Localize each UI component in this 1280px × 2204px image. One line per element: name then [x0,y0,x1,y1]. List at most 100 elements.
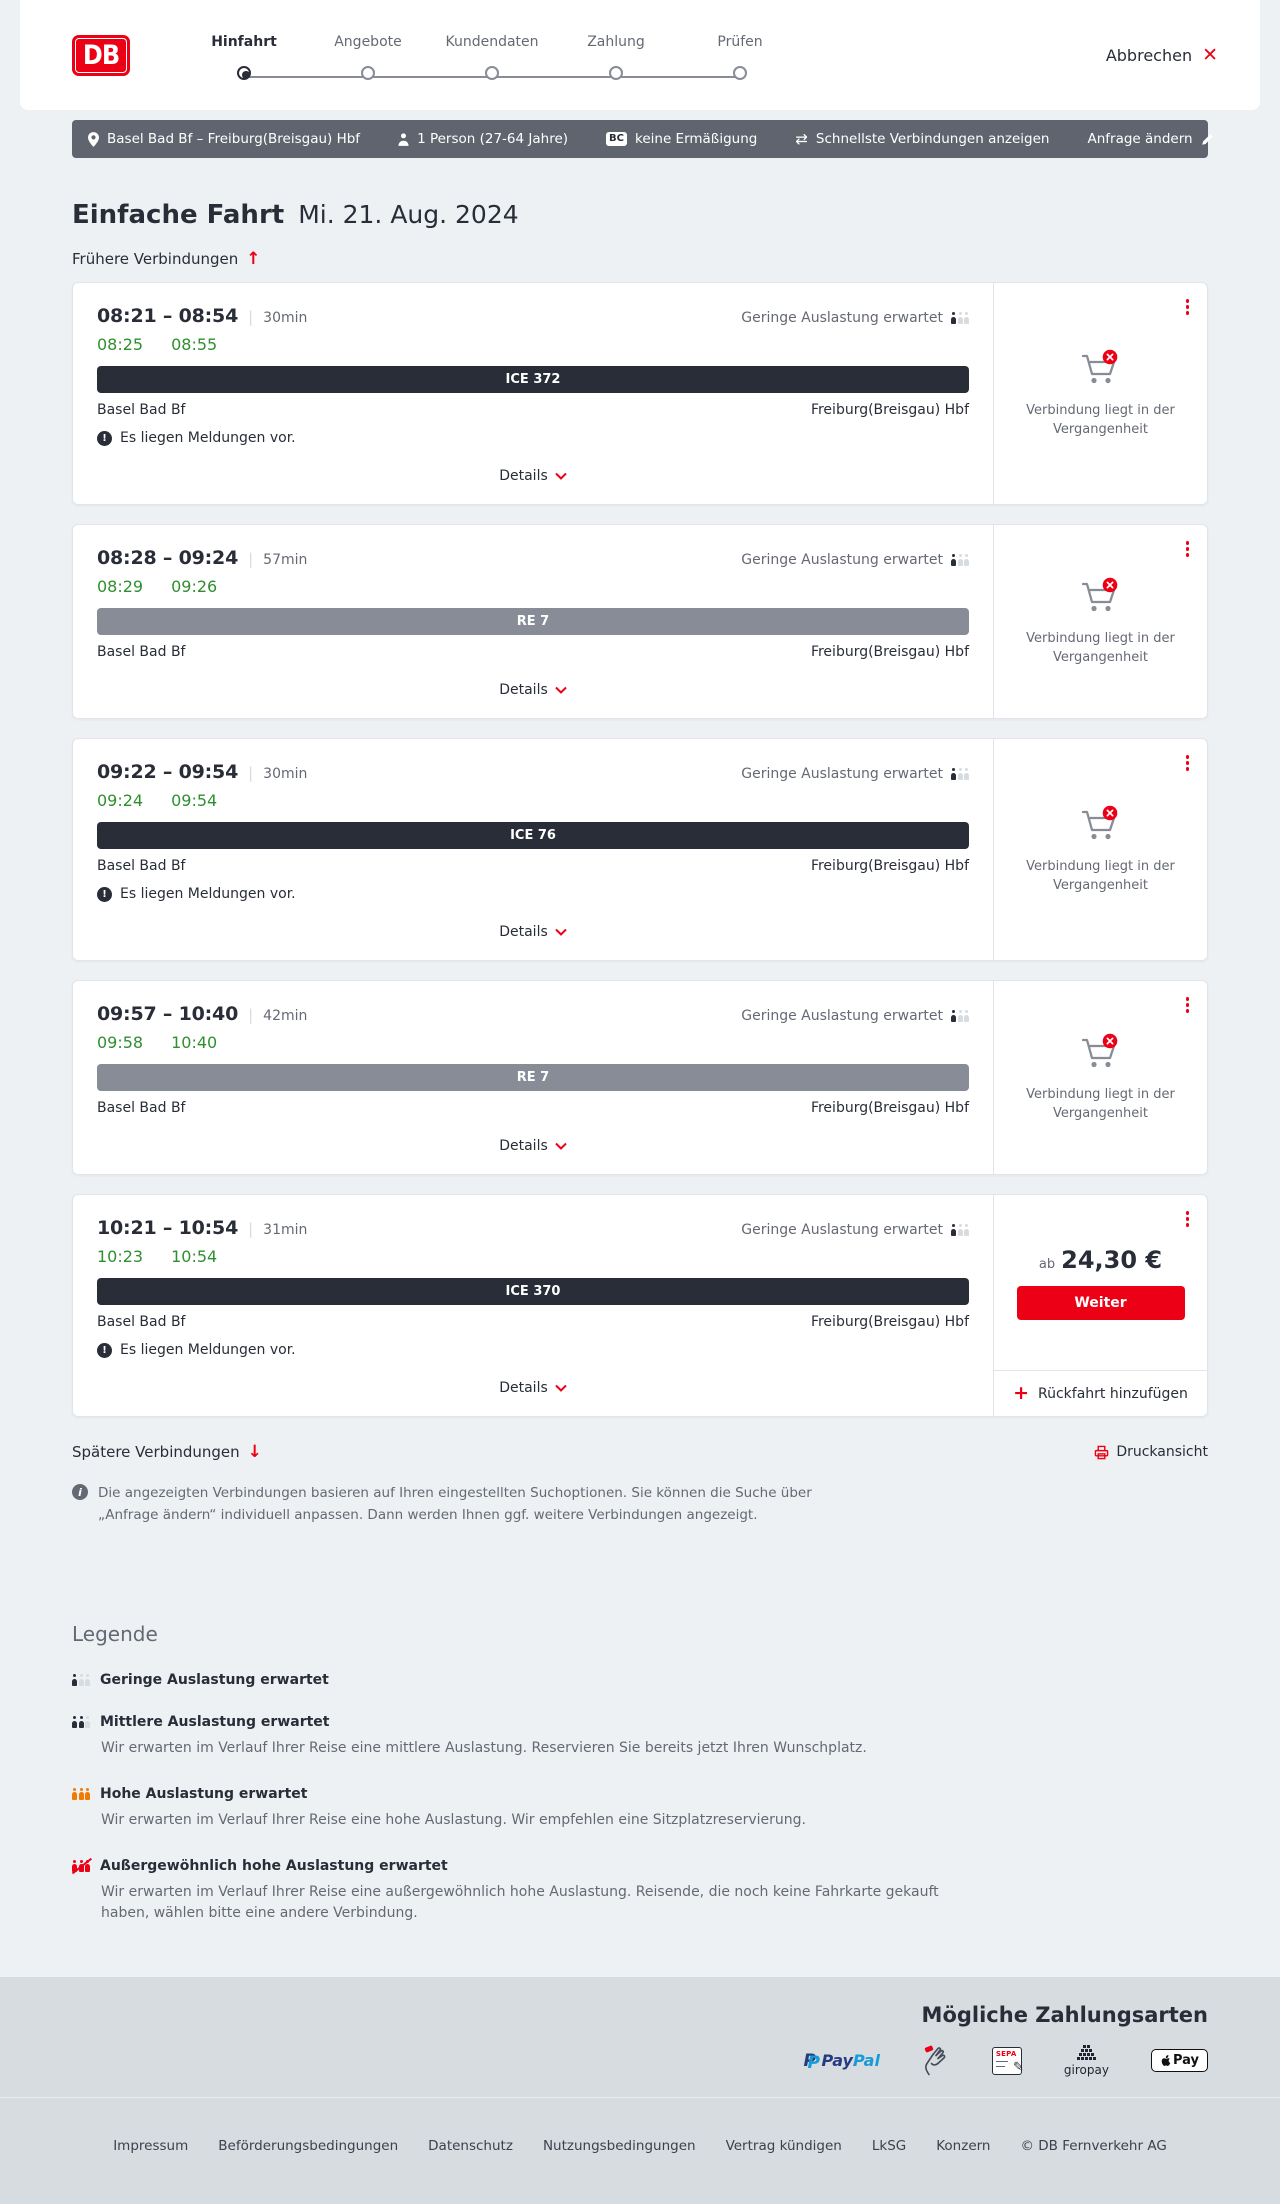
occupancy-low-icon [951,554,969,566]
duration: 31min [263,1222,308,1238]
cancel-label: Abbrechen [1105,45,1193,65]
occupancy-label: Geringe Auslastung erwartet [741,310,943,326]
train-bar[interactable]: ICE 372 [97,366,969,393]
header: DB Hinfahrt Angebote Kundendaten Zahlung… [20,0,1260,110]
apple-logo-icon [1161,2055,1171,2067]
occupancy-low-icon [951,1010,969,1022]
change-request-button[interactable]: Anfrage ändern [1087,131,1213,147]
occupancy-low-icon [72,1674,90,1687]
footer-link-lksg[interactable]: LkSG [871,2137,907,2154]
time-range: 08:21 – 08:54 [97,305,239,327]
past-connection-note: Verbindung liegt in der Vergangenheit [1026,858,1175,893]
connection-side-panel: Verbindung liegt in der Vergangenheit [993,739,1207,960]
actual-departure: 08:29 [97,577,144,596]
step-label: Prüfen [717,34,763,50]
train-bar[interactable]: ICE 76 [97,822,969,849]
later-connections-button[interactable]: Spätere Verbindungen ↓ [72,1443,262,1461]
earlier-connections-button[interactable]: Frühere Verbindungen ↑ [72,250,1208,268]
chevron-down-icon [555,1384,567,1392]
destination-station: Freiburg(Breisgau) Hbf [810,644,969,660]
step-zahlung[interactable]: Zahlung [554,34,678,80]
connection-main: 09:57 – 10:40 | 42min Geringe Auslastung… [73,981,993,1174]
details-toggle[interactable]: Details [97,1374,969,1402]
legend-item: Mittlere Auslastung erwartet [72,1714,1208,1730]
time-range: 09:57 – 10:40 [97,1003,239,1025]
step-hinfahrt[interactable]: Hinfahrt [182,34,306,80]
alert-icon: ! [97,886,112,902]
sepa-label: SEPA [995,2049,1017,2058]
details-toggle[interactable]: Details [97,918,969,946]
connection-card: 08:21 – 08:54 | 30min Geringe Auslastung… [72,282,1208,505]
cart-unavailable-icon [1081,349,1117,383]
occupancy-indicator: Geringe Auslastung erwartet [741,1222,969,1238]
step-pruefen[interactable]: Prüfen [678,34,802,80]
cancel-button[interactable]: Abbrechen ✕ [1105,45,1218,65]
connection-side-panel: Verbindung liegt in der Vergangenheit [993,525,1207,718]
print-view-button[interactable]: Druckansicht [1094,1444,1208,1460]
plus-icon: + [1013,1382,1030,1404]
kebab-menu-button[interactable] [1184,539,1192,559]
connection-main: 10:21 – 10:54 | 31min Geringe Auslastung… [73,1195,993,1416]
footer-link-vertrag-kuendigen[interactable]: Vertrag kündigen [725,2137,842,2154]
legend-item: Außergewöhnlich hohe Auslastung erwartet [72,1858,1208,1874]
train-bar[interactable]: RE 7 [97,1064,969,1091]
footer-link-nutzungsbedingungen[interactable]: Nutzungsbedingungen [542,2137,696,2154]
continue-button[interactable]: Weiter [1016,1285,1185,1320]
step-angebote[interactable]: Angebote [306,34,430,80]
details-toggle[interactable]: Details [97,462,969,490]
connection-card: 09:57 – 10:40 | 42min Geringe Auslastung… [72,980,1208,1175]
train-bar[interactable]: RE 7 [97,608,969,635]
time-range: 08:28 – 09:24 [97,547,239,569]
cart-unavailable-icon [1081,577,1117,611]
divider: | [248,308,254,326]
location-pin-icon [88,131,99,147]
duration: 42min [263,1008,308,1024]
actual-arrival: 09:26 [171,577,218,596]
info-note: i Die angezeigten Verbindungen basieren … [72,1483,862,1526]
connection-main: 08:28 – 09:24 | 57min Geringe Auslastung… [73,525,993,718]
pay-later-hand-icon [924,2046,946,2076]
details-toggle[interactable]: Details [97,1132,969,1160]
step-dot [361,66,375,80]
message-text: Es liegen Meldungen vor. [120,886,296,902]
details-label: Details [499,1380,548,1396]
actual-departure: 08:25 [97,335,144,354]
past-connection-note: Verbindung liegt in der Vergangenheit [1026,1086,1175,1121]
train-label: ICE 370 [505,1284,561,1299]
payment-methods-title: Mögliche Zahlungsarten [921,2002,1208,2027]
train-bar[interactable]: ICE 370 [97,1278,969,1305]
giropay-icon: giropay [1064,2044,1109,2077]
kebab-menu-button[interactable] [1184,297,1192,317]
connection-main: 09:22 – 09:54 | 30min Geringe Auslastung… [73,739,993,960]
occupancy-label: Geringe Auslastung erwartet [741,1008,943,1024]
person-icon [398,132,409,146]
printer-icon [1095,1445,1109,1459]
time-range: 10:21 – 10:54 [97,1217,239,1239]
connection-card: 08:28 – 09:24 | 57min Geringe Auslastung… [72,524,1208,719]
step-dot [485,66,499,80]
occupancy-high-icon [72,1787,90,1800]
occupancy-label: Geringe Auslastung erwartet [741,1222,943,1238]
footer-link-befoerderungsbedingungen[interactable]: Beförderungsbedingungen [218,2137,399,2154]
legend-item-label: Mittlere Auslastung erwartet [100,1714,330,1731]
earlier-connections-label: Frühere Verbindungen [72,250,239,268]
travel-date: Mi. 21. Aug. 2024 [298,200,519,229]
chevron-down-icon [555,686,567,694]
footer-link-impressum[interactable]: Impressum [113,2137,189,2154]
add-return-button[interactable]: + Rückfahrt hinzufügen [994,1370,1207,1416]
legend-item-desc: Wir erwarten im Verlauf Ihrer Reise eine… [101,1811,806,1828]
footer-link-konzern[interactable]: Konzern [936,2137,991,2154]
kebab-menu-button[interactable] [1184,753,1192,773]
kebab-menu-button[interactable] [1184,995,1192,1015]
step-label: Zahlung [587,34,645,50]
footer-link-datenschutz[interactable]: Datenschutz [428,2137,513,2154]
details-toggle[interactable]: Details [97,676,969,704]
step-kundendaten[interactable]: Kundendaten [430,34,554,80]
kebab-menu-button[interactable] [1184,1209,1192,1229]
search-summary-bar: Basel Bad Bf – Freiburg(Breisgau) Hbf 1 … [72,120,1213,158]
occupancy-medium-icon [72,1716,90,1729]
origin-station: Basel Bad Bf [97,1100,186,1116]
destination-station: Freiburg(Breisgau) Hbf [810,402,969,418]
